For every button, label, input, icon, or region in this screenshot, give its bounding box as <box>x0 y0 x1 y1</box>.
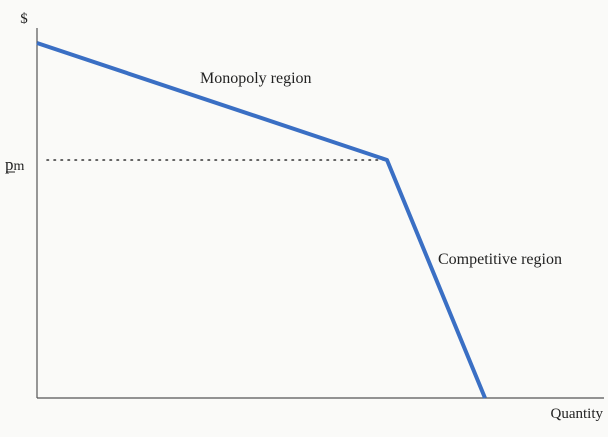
pm-label: pm <box>5 155 25 174</box>
monopoly-region-label: Monopoly region <box>200 70 312 87</box>
x-axis-label: Quantity <box>551 406 604 422</box>
competitive-region-label: Competitive region <box>438 251 562 268</box>
pm-label-subscript: m <box>14 159 25 174</box>
pm-label-main: p <box>5 155 14 174</box>
y-axis-label: $ <box>20 11 28 27</box>
demand-curve <box>36 41 487 399</box>
